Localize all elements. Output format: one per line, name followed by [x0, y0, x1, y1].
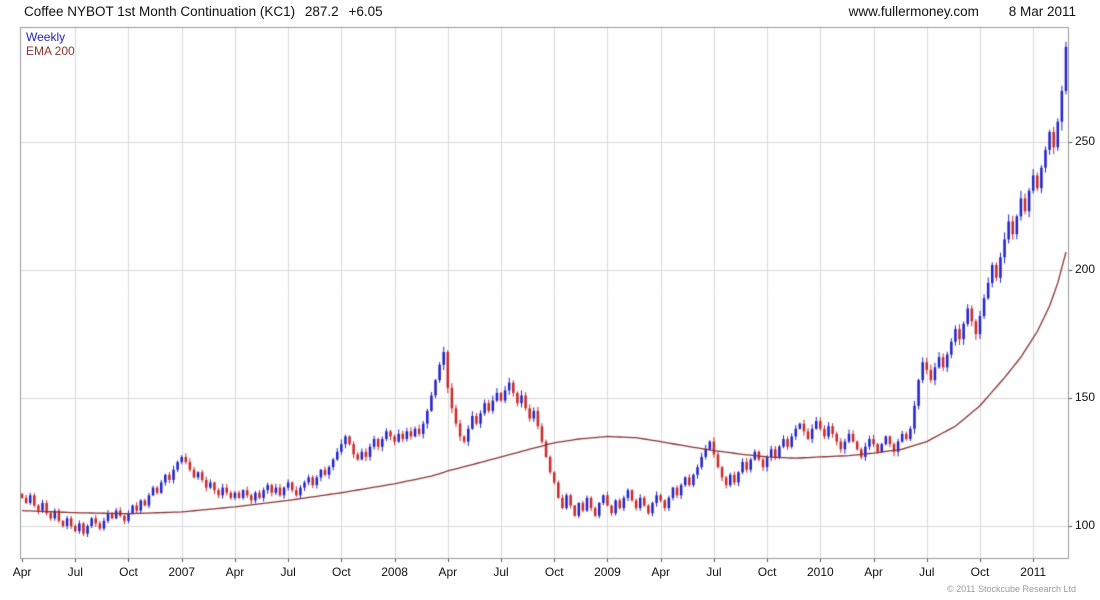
chart-legend: Weekly EMA 200 — [26, 30, 75, 58]
price-change: +6.05 — [348, 4, 383, 19]
x-tick-label: Jul — [706, 565, 722, 579]
x-tick-label: Apr — [438, 565, 458, 579]
x-tick-label: Apr — [12, 565, 32, 579]
x-tick-label: Oct — [544, 565, 564, 579]
y-tick-label: 250 — [1075, 134, 1096, 149]
last-price: 287.2 — [304, 4, 339, 19]
x-tick-label: 2009 — [594, 565, 621, 579]
chart-header-right: www.fullermoney.com 8 Mar 2011 — [823, 4, 1076, 19]
x-tick-label: Jul — [919, 565, 935, 579]
date-label: 8 Mar 2011 — [1008, 4, 1076, 19]
y-tick-label: 150 — [1075, 390, 1096, 405]
chart-title: Coffee NYBOT 1st Month Continuation (KC1… — [24, 4, 296, 19]
x-tick-label: Apr — [651, 565, 671, 579]
chart-header: Coffee NYBOT 1st Month Continuation (KC1… — [24, 4, 1076, 19]
x-tick-label: Apr — [225, 565, 245, 579]
x-tick-label: 2010 — [806, 565, 834, 579]
y-tick-label: 100 — [1075, 518, 1096, 532]
x-tick-label: Oct — [119, 565, 138, 579]
x-tick-label: 2008 — [381, 565, 408, 579]
x-tick-label: Jul — [493, 565, 509, 579]
x-tick-label: Jul — [280, 565, 296, 579]
y-tick-label: 200 — [1075, 262, 1096, 277]
legend-ema-label: EMA 200 — [26, 44, 75, 58]
x-tick-label: Oct — [757, 565, 777, 579]
x-tick-label: Oct — [970, 565, 990, 579]
x-tick-label: Apr — [864, 565, 883, 579]
x-tick-label: 2011 — [1020, 565, 1047, 579]
x-tick-label: 2007 — [168, 565, 196, 579]
x-tick-label: Jul — [67, 565, 83, 579]
website-link[interactable]: www.fullermoney.com — [848, 4, 979, 19]
x-tick-label: Oct — [332, 565, 351, 579]
chart-title-group: Coffee NYBOT 1st Month Continuation (KC1… — [24, 4, 389, 19]
legend-weekly-label: Weekly — [26, 30, 66, 44]
copyright-notice: © 2011 Stockcube Research Ltd — [946, 584, 1076, 594]
